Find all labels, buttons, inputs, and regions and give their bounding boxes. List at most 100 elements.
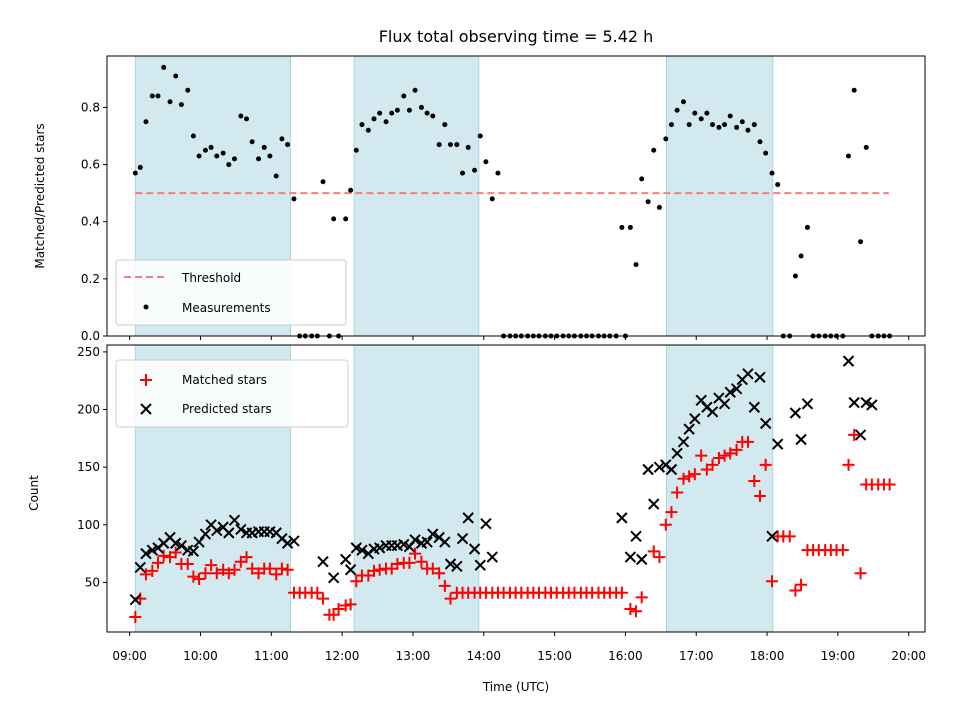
- x-tick-label: 11:00: [254, 649, 289, 663]
- predicted-point: [665, 463, 678, 476]
- predicted-point: [648, 498, 660, 510]
- measurement-point: [858, 239, 864, 245]
- measurement-point: [656, 204, 662, 210]
- matched-point: [444, 592, 457, 605]
- measurement-point: [185, 87, 191, 93]
- predicted-point: [235, 523, 247, 536]
- matched-point: [635, 591, 648, 604]
- predicted-point: [724, 386, 736, 398]
- bottom-y-tick-label: 200: [77, 403, 100, 417]
- matched-point: [426, 562, 439, 575]
- predicted-point: [339, 553, 352, 566]
- bottom-y-ticks: 50 100 150 200 250: [77, 345, 107, 589]
- matched-point: [677, 472, 690, 485]
- observing-window-3: [665, 55, 774, 337]
- predicted-point: [193, 536, 205, 548]
- measurement-point: [226, 162, 232, 168]
- measurement-point: [674, 107, 680, 113]
- measurement-point: [460, 170, 466, 176]
- measurement-point: [331, 216, 337, 222]
- matched-point: [854, 567, 867, 580]
- bottom-panel: 50 100 150 200 250 09:00 10:00 11:00 12:00 13:00…: [27, 344, 926, 694]
- matched-point: [624, 602, 637, 615]
- measurement-point: [472, 167, 478, 173]
- measurement-point: [161, 64, 167, 70]
- matched-point: [391, 557, 404, 570]
- top-y-tick-label: 0.2: [81, 272, 100, 286]
- x-tick-label: 14:00: [466, 649, 501, 663]
- matched-point: [368, 564, 381, 577]
- predicted-point: [730, 383, 743, 395]
- top-y-tick-label: 0.0: [81, 329, 100, 343]
- top-panel-frame: [106, 55, 926, 337]
- matched-point: [332, 602, 345, 615]
- predicted-point: [677, 436, 690, 448]
- measurement-point: [383, 119, 389, 125]
- matched-point: [415, 555, 428, 568]
- chart-title: Flux total observing time = 5.42 h: [379, 27, 654, 46]
- predicted-point: [409, 534, 421, 546]
- predicted-point: [373, 542, 386, 554]
- measurement-point: [745, 127, 751, 133]
- bottom-y-tick-label: 250: [77, 345, 100, 359]
- predicted-point: [462, 512, 474, 524]
- measurement-point: [442, 122, 448, 128]
- matched-point: [433, 567, 446, 580]
- matched-point: [688, 468, 701, 481]
- measurement-point: [231, 156, 237, 162]
- observing-window-3: [665, 344, 774, 633]
- matched-point: [615, 586, 628, 599]
- matched-point: [789, 584, 802, 597]
- measurement-point: [389, 110, 395, 116]
- predicted-point: [421, 536, 433, 548]
- predicted-point: [653, 461, 666, 473]
- predicted-point: [486, 551, 498, 563]
- measurement-point: [495, 170, 501, 176]
- bottom-y-tick-label: 50: [85, 575, 100, 589]
- measurement-point: [436, 142, 442, 148]
- matched-point: [759, 458, 772, 471]
- measurement-point: [137, 164, 143, 170]
- measurement-point: [769, 170, 775, 176]
- bottom-y-tick-label: 100: [77, 518, 100, 532]
- measurement-point: [692, 110, 698, 116]
- top-y-tick-label: 0.6: [81, 158, 100, 172]
- measurement-point: [353, 147, 359, 153]
- measurement-point: [244, 116, 250, 122]
- predicted-point: [199, 528, 212, 540]
- measurement-point: [132, 170, 138, 176]
- matched-point: [730, 443, 743, 456]
- x-tick-label: 10:00: [183, 649, 218, 663]
- bottom-x-ticks: 09:00 10:00 11:00 12:00 13:00 14:00 15:00 16:00…: [112, 632, 926, 663]
- x-tick-label: 13:00: [396, 649, 431, 663]
- top-y-ticks: 0.0 0.2 0.4 0.6 0.8: [81, 100, 107, 343]
- matched-point: [205, 559, 218, 572]
- measurement-point: [291, 196, 297, 202]
- measurement-point: [686, 122, 692, 128]
- bottom-panel-frame: [106, 344, 926, 633]
- predicted-point: [789, 407, 802, 419]
- predicted-point: [451, 560, 463, 573]
- matched-point: [210, 567, 223, 580]
- measurement-point: [261, 144, 267, 150]
- matched-point: [146, 564, 159, 577]
- measurement-point: [214, 153, 220, 159]
- matched-point: [836, 544, 849, 557]
- measurement-point: [447, 142, 453, 148]
- measurement-point: [651, 147, 657, 153]
- measurement-point: [406, 107, 412, 113]
- predicted-point: [683, 423, 695, 435]
- predicted-point: [129, 594, 142, 606]
- measurement-point: [716, 124, 722, 130]
- predicted-point: [742, 368, 754, 380]
- predicted-point: [771, 438, 784, 450]
- measurement-point: [343, 216, 349, 222]
- matched-point: [753, 489, 766, 502]
- matched-point: [695, 449, 708, 462]
- top-observing-windows: [134, 55, 774, 337]
- x-tick-label: 16:00: [608, 649, 643, 663]
- matched-point: [795, 578, 808, 591]
- matched-point: [647, 545, 660, 558]
- matched-point: [151, 556, 164, 569]
- bottom-y-tick-label: 150: [77, 460, 100, 474]
